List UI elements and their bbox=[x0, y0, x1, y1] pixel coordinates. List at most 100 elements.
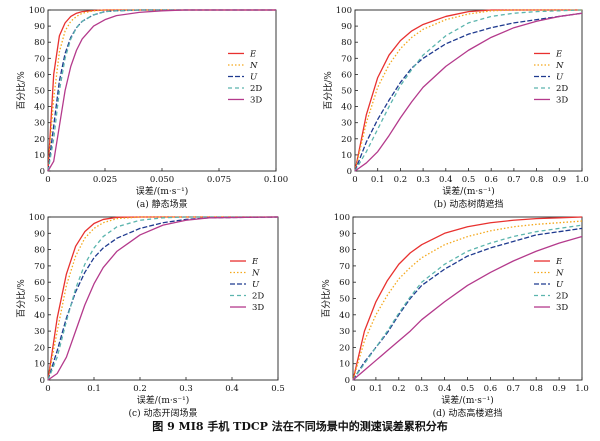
series-line-3d bbox=[354, 12, 583, 172]
series-line-n bbox=[352, 220, 583, 381]
x-tick-label: 0.5 bbox=[462, 175, 476, 185]
x-tick-label: 0.1 bbox=[371, 175, 385, 185]
y-tick-label: 80 bbox=[34, 38, 45, 48]
legend-label-3d: 3D bbox=[250, 95, 262, 105]
x-tick-label: 0 bbox=[45, 384, 50, 394]
x-axis-label: 误差/(m·s⁻¹) bbox=[136, 185, 188, 197]
y-tick-label: 10 bbox=[341, 151, 352, 161]
y-tick-label: 20 bbox=[339, 343, 350, 353]
x-tick-label: 1.0 bbox=[575, 175, 589, 185]
x-axis-label: 误差/(m·s⁻¹) bbox=[441, 394, 493, 406]
legend-label-2d: 2D bbox=[556, 84, 568, 94]
chart-panel-a: 0 10 20 30 40 50 60 70 80 90 100 0 0.025 0.050 0.075 0.… bbox=[15, 6, 288, 210]
y-tick-label: 30 bbox=[34, 119, 45, 129]
y-tick-label: 10 bbox=[34, 360, 45, 370]
series-line-e bbox=[352, 216, 583, 381]
y-tick-label: 20 bbox=[341, 135, 352, 145]
legend-label-u: U bbox=[250, 72, 258, 82]
x-tick-label: 0.5 bbox=[271, 384, 285, 394]
series-line-e bbox=[354, 9, 582, 172]
legend-label-3d: 3D bbox=[252, 303, 264, 313]
chart-panel-c: 0 10 20 30 40 50 60 70 80 90 100 0 0.1 0.2 0.3 0.4 0.5 百分… bbox=[15, 213, 285, 418]
series-line-2d bbox=[354, 9, 583, 172]
y-tick-label: 60 bbox=[339, 278, 350, 288]
x-axis-label: 误差/(m·s⁻¹) bbox=[442, 185, 494, 197]
x-tick-label: 0.3 bbox=[416, 175, 430, 185]
series-line-u bbox=[354, 12, 583, 172]
y-tick-label: 30 bbox=[341, 119, 352, 129]
x-tick-label: 0.8 bbox=[530, 175, 544, 185]
y-axis-label: 百分比/% bbox=[15, 71, 27, 110]
legend-label-2d: 2D bbox=[556, 292, 568, 302]
y-tick-label: 40 bbox=[34, 311, 45, 321]
y-tick-label: 30 bbox=[34, 327, 45, 337]
x-tick-label: 0.5 bbox=[461, 384, 475, 394]
x-tick-label: 0.6 bbox=[484, 175, 498, 185]
series-line-3d bbox=[47, 216, 279, 381]
legend-label-e: E bbox=[251, 257, 259, 267]
x-tick-label: 0 bbox=[350, 384, 355, 394]
x-tick-label: 0.1 bbox=[87, 384, 101, 394]
legend-label-n: N bbox=[555, 61, 564, 71]
x-tick-label: 0.7 bbox=[507, 175, 521, 185]
y-tick-label: 40 bbox=[339, 311, 350, 321]
y-tick-label: 50 bbox=[341, 87, 352, 97]
legend-label-u: U bbox=[556, 280, 564, 290]
series-line-u bbox=[47, 216, 279, 381]
y-tick-label: 20 bbox=[34, 343, 45, 353]
x-tick-label: 0.4 bbox=[439, 175, 453, 185]
x-tick-label: 0.4 bbox=[438, 384, 452, 394]
y-tick-label: 90 bbox=[34, 229, 45, 239]
chart-panel-b: 0 10 20 30 40 50 60 70 80 90 100 0 0.1 0.2 0.3 0.4 0.5 0.… bbox=[322, 6, 589, 210]
series-line-2d bbox=[47, 9, 276, 172]
series-line-e bbox=[47, 216, 278, 381]
legend-label-n: N bbox=[249, 61, 258, 71]
series-line-2d bbox=[352, 224, 583, 381]
y-tick-label: 10 bbox=[34, 151, 45, 161]
plot-frame bbox=[47, 216, 279, 381]
y-tick-label: 60 bbox=[34, 278, 45, 288]
legend-label-e: E bbox=[555, 49, 563, 59]
y-tick-label: 70 bbox=[339, 262, 350, 272]
y-tick-label: 0 bbox=[40, 167, 45, 177]
x-tick-label: 0.2 bbox=[392, 384, 406, 394]
y-tick-label: 60 bbox=[341, 70, 352, 80]
panel-title: (b) 动态树荫遮挡 bbox=[434, 198, 504, 210]
series-line-3d bbox=[352, 235, 583, 381]
series-line-n bbox=[354, 9, 582, 172]
legend-label-u: U bbox=[252, 280, 260, 290]
y-tick-label: 100 bbox=[29, 6, 45, 16]
y-tick-label: 50 bbox=[34, 87, 45, 97]
x-tick-label: 0.2 bbox=[394, 175, 408, 185]
plot-frame bbox=[352, 216, 583, 381]
y-tick-label: 100 bbox=[336, 6, 352, 16]
legend-label-n: N bbox=[251, 269, 260, 279]
legend-label-2d: 2D bbox=[252, 292, 264, 302]
y-tick-label: 80 bbox=[34, 246, 45, 256]
x-tick-label: 0.1 bbox=[369, 384, 383, 394]
y-axis-label: 百分比/% bbox=[320, 279, 332, 318]
legend-label-e: E bbox=[555, 257, 563, 267]
legend-label-3d: 3D bbox=[556, 303, 568, 313]
x-tick-label: 0.025 bbox=[93, 175, 117, 185]
x-tick-label: 1.0 bbox=[575, 384, 589, 394]
y-tick-label: 60 bbox=[34, 70, 45, 80]
y-tick-label: 70 bbox=[341, 54, 352, 64]
y-tick-label: 50 bbox=[34, 295, 45, 305]
y-tick-label: 0 bbox=[40, 376, 45, 386]
x-tick-label: 0.9 bbox=[553, 175, 567, 185]
y-tick-label: 90 bbox=[341, 22, 352, 32]
y-tick-label: 10 bbox=[339, 360, 350, 370]
x-tick-label: 0.3 bbox=[415, 384, 429, 394]
y-tick-label: 90 bbox=[34, 22, 45, 32]
x-tick-label: 0 bbox=[352, 175, 357, 185]
legend-label-3d: 3D bbox=[556, 95, 568, 105]
series-line-e bbox=[47, 9, 276, 172]
y-tick-label: 90 bbox=[339, 229, 350, 239]
x-tick-label: 0 bbox=[45, 175, 50, 185]
y-tick-label: 40 bbox=[341, 103, 352, 113]
x-tick-label: 0.6 bbox=[484, 384, 498, 394]
chart-panel-d: 0 10 20 30 40 50 60 70 80 90 100 0 0.1 0.2 0.3 0.4 0.5 0.… bbox=[320, 213, 589, 418]
panel-title: (a) 静态场景 bbox=[136, 198, 187, 210]
